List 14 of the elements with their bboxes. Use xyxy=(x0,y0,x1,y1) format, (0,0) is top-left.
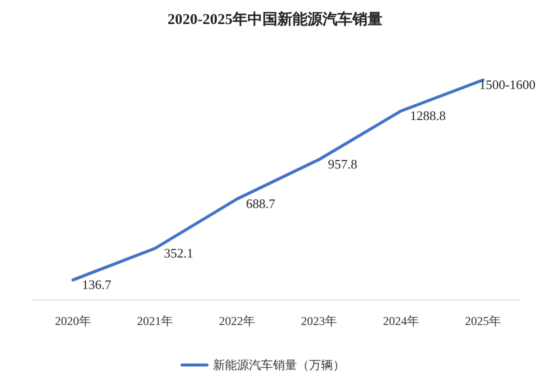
x-tick-label: 2021年 xyxy=(137,314,173,328)
x-tick-label: 2020年 xyxy=(55,314,91,328)
legend-label: 新能源汽车销量（万辆） xyxy=(213,358,345,372)
x-tick-label: 2023年 xyxy=(301,314,337,328)
data-label: 688.7 xyxy=(246,196,276,211)
data-label: 957.8 xyxy=(328,156,358,172)
data-label: 1288.8 xyxy=(410,108,446,123)
data-label: 136.7 xyxy=(82,276,112,292)
x-tick-label: 2024年 xyxy=(383,314,419,328)
data-label: 1500-1600 xyxy=(479,77,536,92)
x-tick-label: 2022年 xyxy=(219,314,255,328)
chart-title: 2020-2025年中国新能源汽车销量 xyxy=(168,10,382,28)
data-label: 352.1 xyxy=(164,245,194,260)
x-tick-label: 2025年 xyxy=(465,314,501,328)
